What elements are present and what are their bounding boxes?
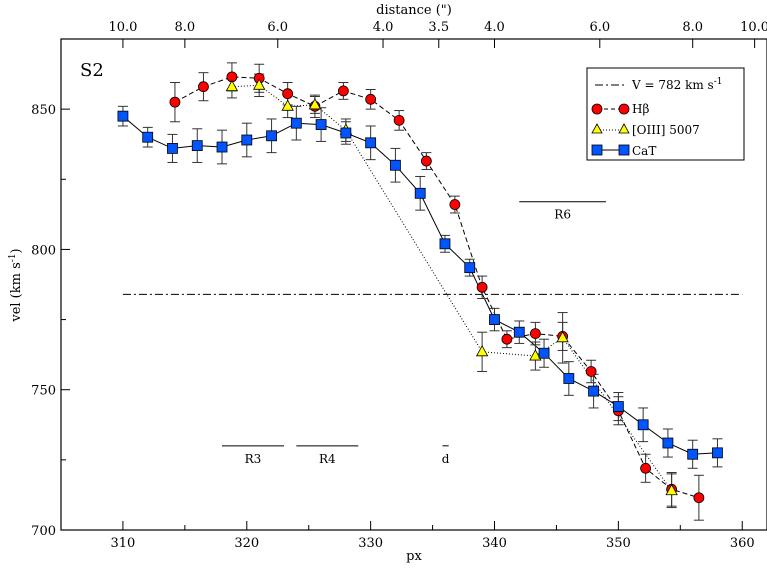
legend-systemic-label: V = 782 km s-1: [631, 77, 722, 92]
data-point-cat: [464, 262, 476, 274]
data-point-cat: [365, 137, 377, 149]
data-point-hbeta: [449, 199, 461, 210]
data-point-hbeta: [282, 88, 294, 100]
top-tick-label: 4.0: [484, 20, 505, 35]
data-point-hbeta: [393, 114, 405, 126]
region-label-r6: R6: [554, 208, 571, 222]
top-tick-label: 8.0: [175, 20, 196, 35]
data-point-hbeta: [198, 81, 209, 93]
top-tick-label: 10.0: [740, 20, 767, 35]
data-point-hbeta: [476, 281, 488, 293]
region-label-r4: R4: [319, 452, 336, 466]
top-tick-label: 6.0: [267, 20, 288, 35]
x-tick-label: 320: [234, 536, 259, 551]
data-point-cat: [390, 159, 401, 171]
region-label-r3: R3: [245, 452, 262, 466]
data-point-cat: [712, 447, 723, 459]
legend-cat-marker-left: [591, 144, 603, 156]
data-point-cat: [513, 326, 525, 338]
region-label-d: d: [442, 452, 450, 466]
legend-oiii-label: [OIII] 5007: [632, 123, 700, 137]
top-tick-label: 10.0: [108, 20, 137, 35]
data-point-hbeta: [501, 333, 513, 345]
data-point-hbeta: [365, 93, 377, 105]
data-point-cat: [414, 187, 426, 199]
legend-hbeta-marker-right: [618, 103, 630, 115]
data-point-cat: [290, 117, 302, 129]
data-point-hbeta: [693, 492, 705, 504]
data-point-hbeta: [585, 366, 597, 377]
top-tick-label: 3.5: [428, 20, 449, 35]
data-point-oiii-5007: [475, 345, 489, 357]
legend-box: [586, 67, 745, 161]
data-point-cat: [340, 127, 352, 139]
top-tick-label: 6.0: [589, 20, 610, 35]
data-point-cat: [662, 437, 674, 449]
data-point-hbeta: [420, 155, 432, 167]
legend-oiii-marker-left: [591, 123, 603, 134]
data-point-cat: [612, 401, 624, 412]
legend-cat-label: CaT: [632, 144, 656, 158]
legend: V = 782 km s-1 Hβ [OIII] 5007 CaT: [586, 67, 745, 161]
panel-label: S2: [80, 60, 104, 81]
x-axis-label: px: [406, 549, 422, 564]
plot-frame: [60, 38, 767, 531]
data-point-cat: [315, 119, 327, 130]
data-point-oiii-5007: [225, 79, 239, 92]
top-tick-label: 4.0: [373, 20, 394, 35]
x-tick-label: 340: [482, 536, 507, 551]
x-tick-label: 310: [111, 536, 136, 551]
data-point-cat: [266, 130, 277, 142]
top-tick-label: 8.0: [682, 20, 703, 35]
data-point-cat: [538, 347, 550, 359]
data-point-cat: [489, 314, 500, 325]
data-point-cat: [216, 141, 228, 153]
data-point-hbeta: [337, 85, 349, 97]
y-tick-label: 700: [31, 524, 56, 539]
legend-cat-marker-right: [618, 144, 630, 156]
data-point-cat: [167, 143, 178, 154]
top-axis-label: distance ("): [376, 3, 452, 18]
data-point-hbeta: [529, 328, 541, 340]
data-point-cat: [637, 419, 649, 431]
data-point-cat: [588, 385, 599, 397]
data-point-cat: [117, 110, 129, 122]
data-point-cat: [439, 238, 451, 250]
x-tick-label: 360: [730, 536, 755, 551]
data-point-oiii-5007: [556, 330, 569, 343]
data-point-cat: [142, 131, 154, 143]
data-point-cat: [687, 448, 699, 460]
y-tick-label: 750: [31, 384, 56, 399]
data-point-oiii-5007: [529, 349, 542, 361]
y-tick-label: 800: [31, 243, 56, 258]
data-point-cat: [191, 140, 203, 152]
data-point-hbeta: [169, 96, 181, 108]
data-point-oiii-5007: [281, 99, 294, 111]
y-axis-label: vel (km s-1): [8, 248, 24, 322]
legend-oiii-marker-right: [618, 123, 630, 134]
data-point-cat: [241, 134, 253, 146]
x-tick-label: 350: [606, 536, 631, 551]
data-point-hbeta: [640, 462, 652, 474]
data-point-oiii-5007: [665, 483, 678, 496]
y-tick-label: 850: [31, 103, 56, 118]
data-point-cat: [563, 373, 575, 384]
legend-hbeta-marker-left: [591, 103, 603, 115]
legend-hbeta-label: Hβ: [632, 102, 649, 116]
data-point-oiii-5007: [252, 78, 266, 90]
x-tick-label: 330: [358, 536, 383, 551]
data-point-oiii-5007: [308, 98, 322, 110]
